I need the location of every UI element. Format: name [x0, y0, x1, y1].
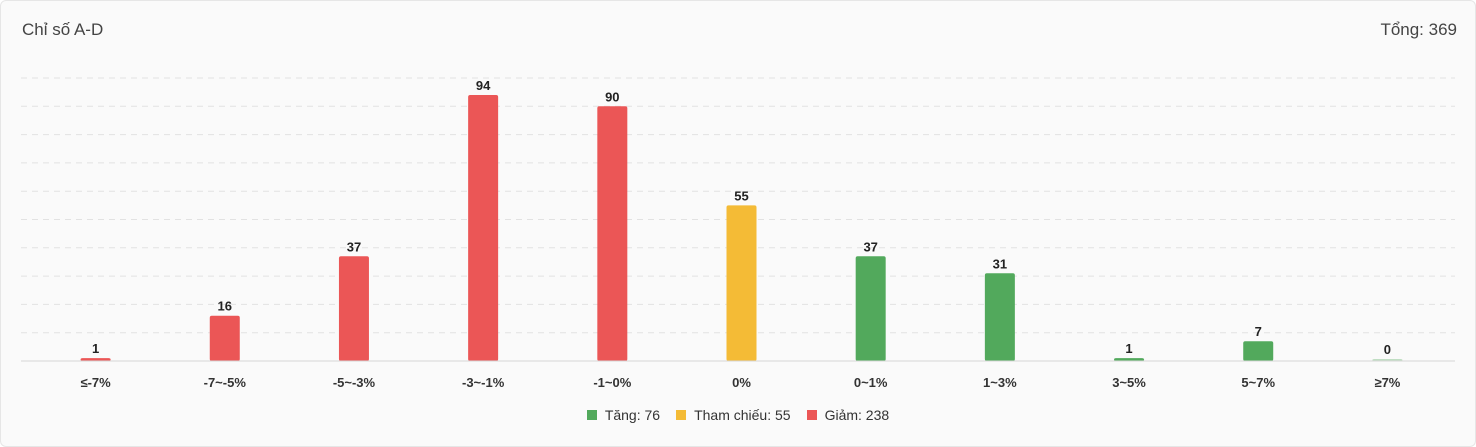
bar-value-label: 37 [863, 239, 877, 254]
bar[interactable] [855, 256, 886, 361]
bars [80, 94, 1403, 361]
bar[interactable] [984, 273, 1015, 361]
bar[interactable] [726, 205, 757, 361]
bar-value-label: 1 [92, 341, 99, 356]
bar-value-label: 37 [347, 239, 361, 254]
x-tick-label: -7~-5% [204, 375, 247, 390]
bar[interactable] [1243, 341, 1274, 361]
legend-swatch-decrease [806, 410, 817, 420]
chart-legend: Tăng: 76 Tham chiếu: 55 Giảm: 238 [0, 407, 1476, 423]
bar-value-label: 1 [1125, 341, 1132, 356]
legend-swatch-reference [676, 410, 687, 420]
x-tick-label: -1~0% [593, 375, 631, 390]
legend-item-reference[interactable]: Tham chiếu: 55 [676, 407, 791, 423]
total-count: Tổng: 369 [1380, 20, 1457, 39]
legend-label-decrease: Giảm: 238 [824, 407, 890, 423]
legend-swatch-increase [586, 410, 597, 420]
bar[interactable] [80, 358, 111, 361]
bar[interactable] [338, 256, 369, 361]
x-tick-label: -3~-1% [462, 375, 505, 390]
legend-item-increase[interactable]: Tăng: 76 [586, 407, 661, 423]
bar[interactable] [468, 94, 499, 361]
bar-value-label: 16 [218, 299, 232, 314]
bar-value-label: 90 [605, 89, 619, 104]
x-axis-tick-labels: ≤-7% -7~-5% -5~-3% -3~-1% -1~0% 0% 0~1% 1~3% 3~5… [80, 375, 1400, 390]
x-tick-label: 1~3% [983, 375, 1017, 390]
legend-label-reference: Tham chiếu: 55 [694, 407, 791, 423]
bar-value-label: 94 [476, 78, 491, 93]
bar-value-label: 7 [1255, 324, 1262, 339]
x-tick-label: 3~5% [1112, 375, 1146, 390]
legend-item-decrease[interactable]: Giảm: 238 [806, 407, 890, 423]
x-tick-label: ≥7% [1374, 375, 1400, 390]
x-tick-label: -5~-3% [333, 375, 376, 390]
x-tick-label: 0~1% [854, 375, 888, 390]
bar[interactable] [597, 106, 628, 361]
bar-value-label: 55 [734, 188, 748, 203]
chart-title: Chỉ số A-D [22, 20, 104, 39]
x-tick-label: 5~7% [1241, 375, 1275, 390]
legend-label-increase: Tăng: 76 [604, 407, 661, 423]
bar-value-label: 31 [993, 256, 1007, 271]
x-tick-label: 0% [732, 375, 751, 390]
bar-value-labels: 1 16 37 94 90 55 37 31 1 7 0 [92, 78, 1391, 357]
bar[interactable] [209, 315, 240, 361]
bar[interactable] [1114, 358, 1145, 361]
bar-value-label: 0 [1384, 342, 1391, 357]
x-tick-label: ≤-7% [80, 375, 111, 390]
